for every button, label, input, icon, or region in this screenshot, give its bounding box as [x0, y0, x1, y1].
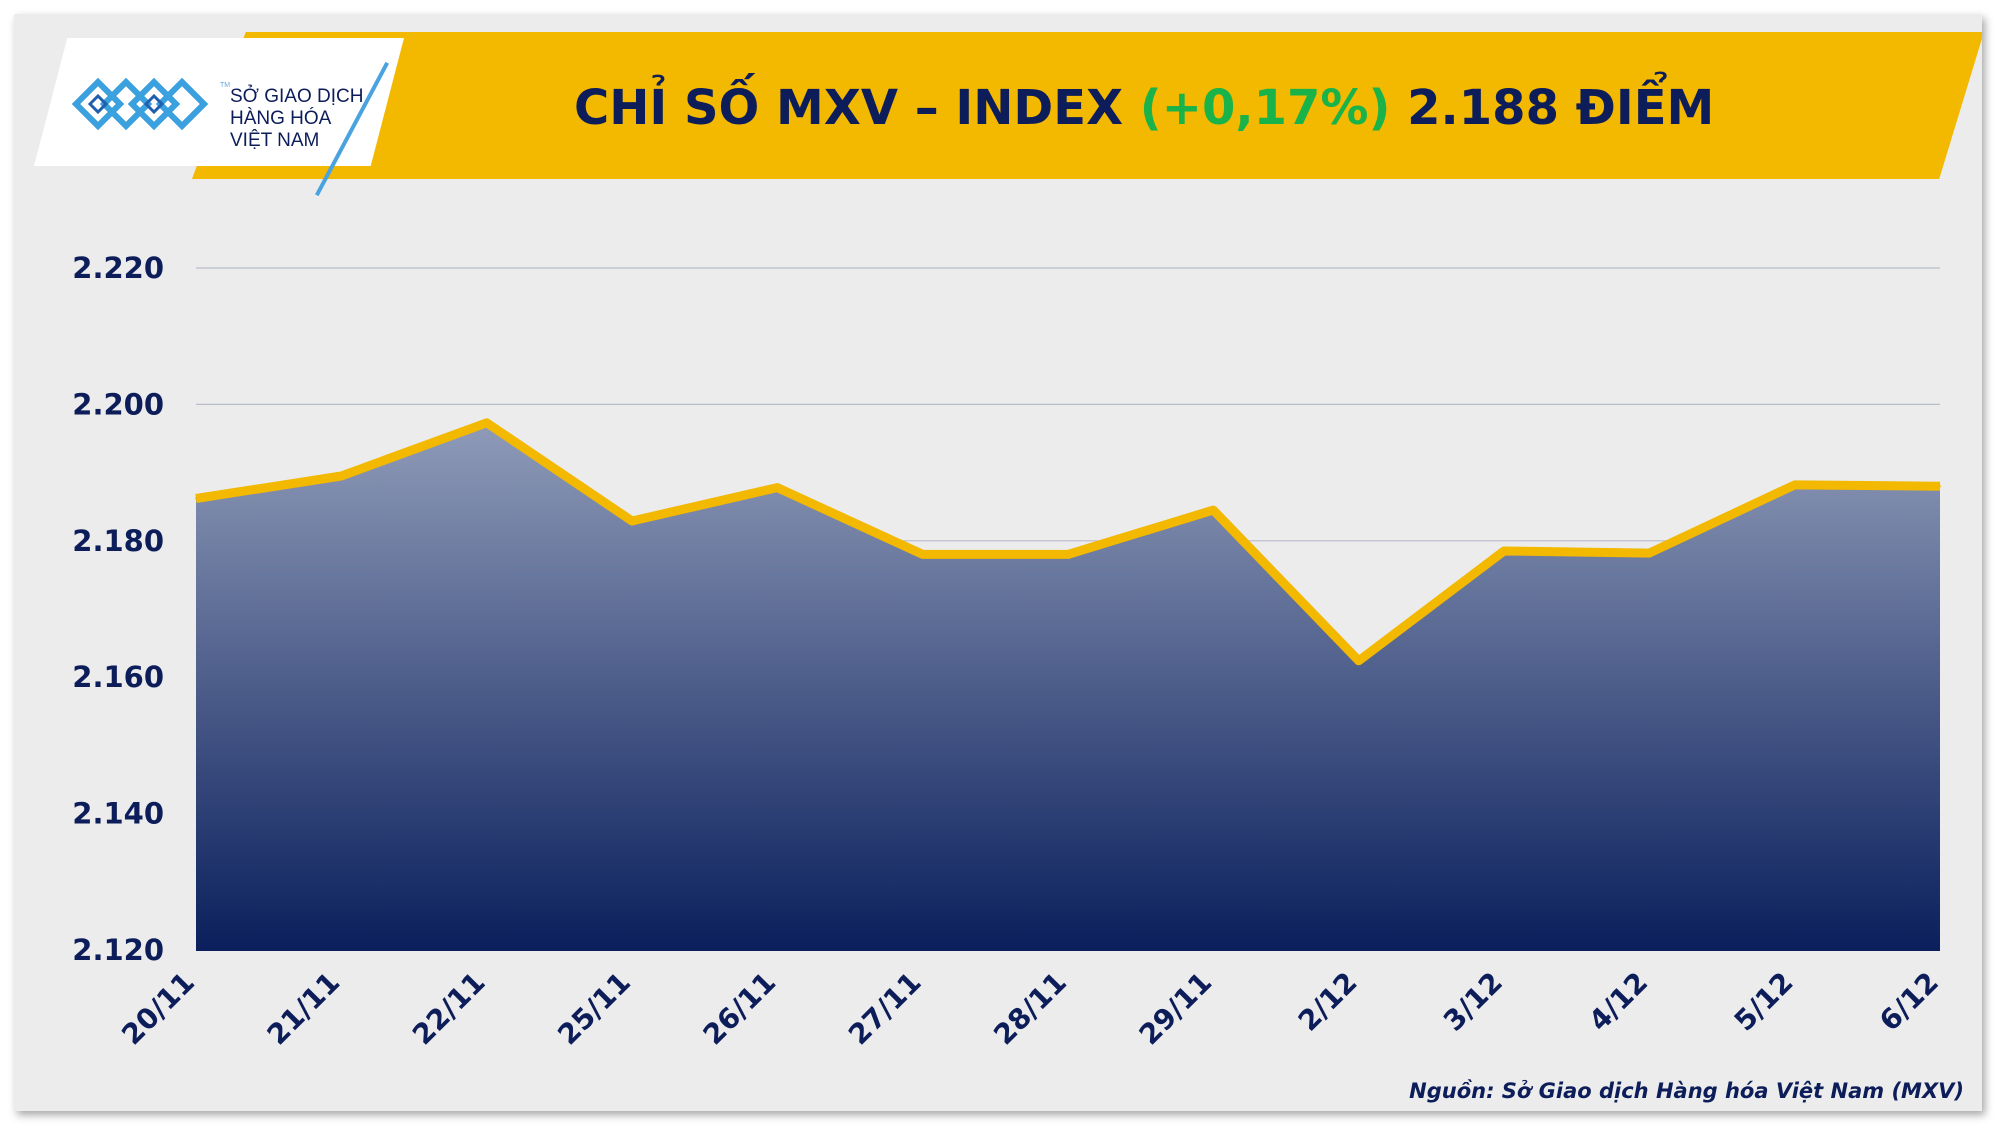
- data-point: [1067, 553, 1069, 556]
- y-tick-label: 2.160: [72, 660, 164, 694]
- chart-title: CHỈ SỐ MXV – INDEX (+0,17%) 2.188 ĐIỂM: [574, 68, 1714, 148]
- logo-line-1: SỞ GIAO DỊCH: [230, 86, 364, 107]
- logo-text: SỞ GIAO DỊCH HÀNG HÓA VIỆT NAM: [230, 86, 400, 152]
- data-point: [195, 497, 197, 500]
- x-tick-label: 26/11: [697, 966, 783, 1052]
- x-tick-label: 27/11: [842, 966, 928, 1052]
- data-point: [1357, 659, 1360, 662]
- title-prefix: CHỈ SỐ MXV – INDEX: [574, 80, 1124, 136]
- y-tick-label: 2.120: [72, 933, 164, 967]
- data-point: [631, 520, 633, 523]
- x-tick-label: 6/12: [1873, 966, 1945, 1038]
- x-tick-label: 25/11: [551, 966, 637, 1052]
- percent-change: (+0,17%): [1139, 80, 1391, 136]
- x-tick-label: 21/11: [261, 966, 347, 1052]
- x-tick-label: 29/11: [1133, 966, 1219, 1052]
- data-point: [1793, 483, 1796, 486]
- x-tick-label: 3/12: [1437, 966, 1509, 1038]
- data-point: [485, 421, 488, 424]
- logo-line-2: HÀNG HÓA: [230, 108, 332, 129]
- source-note: Nguồn: Sở Giao dịch Hàng hóa Việt Nam (M…: [1409, 1079, 1964, 1103]
- y-tick-label: 2.200: [72, 387, 164, 421]
- x-tick-label: 20/11: [115, 966, 201, 1052]
- x-tick-label: 5/12: [1728, 966, 1800, 1038]
- title-value: 2.188 ĐIỂM: [1407, 80, 1715, 136]
- x-tick-label: 2/12: [1292, 966, 1364, 1038]
- logo-panel: TM SỞ GIAO DỊCH HÀNG HÓA VIỆT NAM: [34, 38, 404, 166]
- y-tick-label: 2.180: [72, 524, 164, 558]
- x-tick-label: 28/11: [987, 966, 1073, 1052]
- data-point: [1939, 485, 1941, 488]
- x-tick-label: 22/11: [406, 966, 492, 1052]
- data-point: [1648, 552, 1651, 555]
- data-point: [776, 486, 779, 489]
- title-banner: [192, 32, 1982, 179]
- x-tick-label: 4/12: [1582, 966, 1654, 1038]
- y-tick-label: 2.220: [72, 251, 164, 285]
- trademark-mark: TM: [220, 82, 231, 89]
- data-point: [921, 553, 924, 556]
- data-point: [340, 475, 343, 478]
- data-point: [1503, 550, 1505, 553]
- area-fill: [196, 422, 1940, 950]
- logo-line-3: VIỆT NAM: [230, 130, 320, 151]
- y-tick-label: 2.140: [72, 797, 164, 831]
- data-point: [1212, 509, 1215, 512]
- exchange-logo-icon: [71, 77, 209, 131]
